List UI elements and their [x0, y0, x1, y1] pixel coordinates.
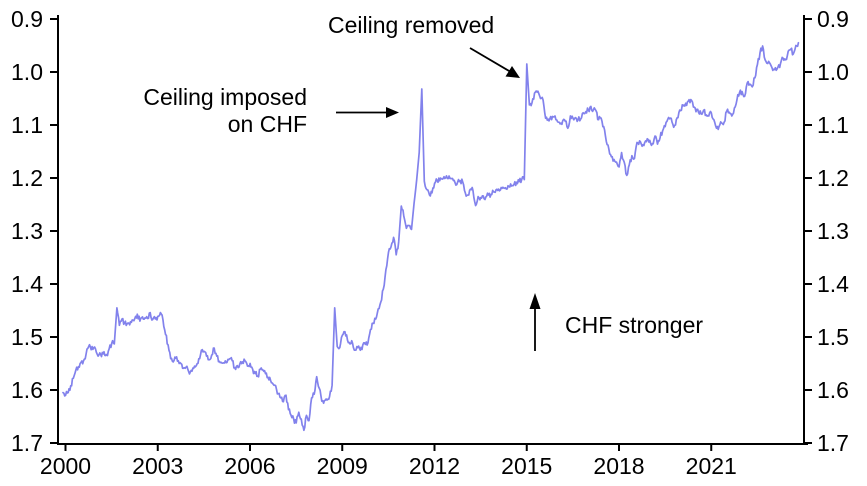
- y-tick-label-right: 1.4: [817, 271, 849, 297]
- annotation-ceiling-removed: Ceiling removed: [328, 12, 495, 38]
- x-tick-label: 2021: [686, 453, 737, 479]
- axes: [50, 15, 812, 451]
- y-tick-label-left: 1.0: [11, 59, 43, 85]
- chart-layer: 0.9 0.9 1.0 1.0 1.1 1.1 1.2 1.2 1.3 1.3 1.4 1.4 1.5 1…: [11, 6, 849, 479]
- x-tick-label: 2009: [317, 453, 368, 479]
- y-tick-label-left: 1.6: [11, 377, 43, 403]
- y-tick-label-left: 0.9: [11, 6, 43, 32]
- y-tick-label-right: 0.9: [817, 6, 849, 32]
- x-tick-label: 2018: [593, 453, 644, 479]
- arrow-ceiling-removed: [469, 47, 520, 78]
- x-tick-label: 2003: [132, 453, 183, 479]
- y-tick-label-right: 1.7: [817, 430, 849, 456]
- y-tick-label-right: 1.2: [817, 165, 849, 191]
- y-tick-label-left: 1.1: [11, 112, 43, 138]
- x-tick-label: 2015: [501, 453, 552, 479]
- tick-labels: 0.9 0.9 1.0 1.0 1.1 1.1 1.2 1.2 1.3 1.3 1.4 1.4 1.5 1…: [11, 6, 849, 479]
- y-tick-label-left: 1.7: [11, 430, 43, 456]
- y-tick-label-right: 1.5: [817, 324, 849, 350]
- x-tick-label: 2012: [409, 453, 460, 479]
- arrow-ceiling-imposed: [336, 107, 399, 118]
- annotation-ceiling-imposed: Ceiling imposed on CHF: [143, 84, 307, 137]
- y-tick-label-left: 1.4: [11, 271, 43, 297]
- y-tick-label-right: 1.0: [817, 59, 849, 85]
- y-tick-label-right: 1.6: [817, 377, 849, 403]
- y-tick-label-left: 1.5: [11, 324, 43, 350]
- y-tick-label-left: 1.3: [11, 218, 43, 244]
- x-tick-label: 2006: [224, 453, 275, 479]
- annotation-chf-stronger: CHF stronger: [565, 312, 704, 338]
- y-tick-label-right: 1.1: [817, 112, 849, 138]
- y-tick-label-left: 1.2: [11, 165, 43, 191]
- y-tick-label-right: 1.3: [817, 218, 849, 244]
- arrow-chf-stronger: [529, 293, 541, 351]
- x-tick-label: 2000: [40, 453, 91, 479]
- exchange-rate-line: [62, 41, 800, 432]
